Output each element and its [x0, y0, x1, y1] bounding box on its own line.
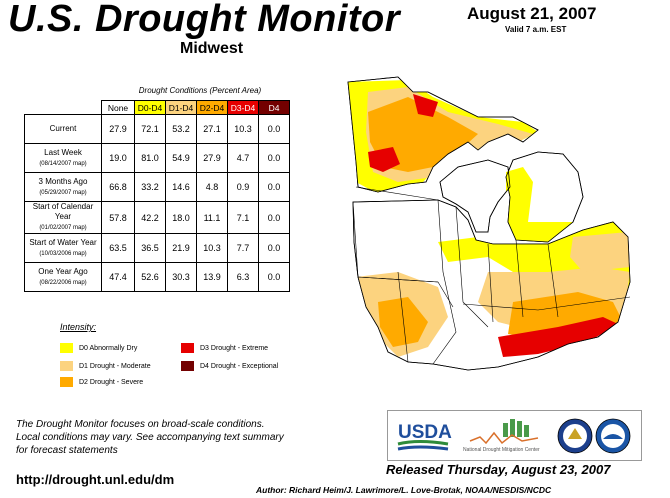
legend-item-d4: D4 Drought - Exceptional	[181, 361, 278, 371]
table-cell: 52.6	[134, 262, 166, 292]
d3-area-wisconsin	[368, 147, 400, 172]
table-cell: 10.3	[227, 114, 259, 144]
table-row: 3 Months Ago (05/29/2007 map) 66.8 33.2 1…	[24, 172, 290, 202]
table-cell: 36.5	[134, 233, 166, 263]
table-cell: 57.8	[101, 201, 135, 234]
legend-title: Intensity:	[60, 322, 97, 332]
col-header-none: None	[101, 100, 135, 115]
col-header-d0-d4: D0-D4	[134, 100, 166, 115]
table-cell: 63.5	[101, 233, 135, 263]
svg-text:USDA: USDA	[398, 422, 452, 443]
table-cell: 0.0	[258, 114, 290, 144]
table-cell: 54.9	[165, 143, 197, 173]
table-cell: 0.9	[227, 172, 259, 202]
table-header-row: None D0-D4 D1-D4 D2-D4 D3-D4 D4	[25, 100, 290, 115]
table-caption: Drought Conditions (Percent Area)	[138, 86, 262, 95]
table-cell: 0.0	[258, 143, 290, 173]
legend-swatch	[60, 343, 73, 353]
row-label: 3 Months Ago (05/29/2007 map)	[24, 172, 102, 202]
legend-item-d3: D3 Drought - Extreme	[181, 343, 268, 353]
row-label: Start of Calendar Year (01/02/2007 map)	[24, 201, 102, 234]
row-label: One Year Ago (08/22/2006 map)	[24, 262, 102, 292]
legend-swatch	[181, 343, 194, 353]
usda-logo: USDA	[397, 422, 452, 451]
author-credit: Author: Richard Heim/J. Lawrimore/L. Lov…	[256, 485, 552, 495]
table-row: Start of Calendar Year (01/02/2007 map) 5…	[24, 201, 290, 234]
legend-item-d1: D1 Drought - Moderate	[60, 361, 151, 371]
valid-time: Valid 7 a.m. EST	[505, 25, 567, 34]
legend-swatch	[60, 361, 73, 371]
table-cell: 13.9	[196, 262, 228, 292]
table-row: Current 27.9 72.1 53.2 27.1 10.3 0.0	[24, 114, 290, 144]
legend-item-d0: D0 Abnormally Dry	[60, 343, 137, 353]
state-boundaries	[352, 186, 631, 365]
d3-area-tennessee	[498, 317, 618, 357]
page-title: U.S. Drought Monitor	[8, 0, 401, 40]
row-label: Start of Water Year (10/03/2006 map)	[24, 233, 102, 263]
table-cell: 81.0	[134, 143, 166, 173]
table-cell: 19.0	[101, 143, 135, 173]
table-cell: 27.1	[196, 114, 228, 144]
footnote: The Drought Monitor focuses on broad-sca…	[16, 419, 284, 456]
table-row: Start of Water Year (10/03/2006 map) 63.5…	[24, 233, 290, 263]
table-cell: 0.0	[258, 233, 290, 263]
d2-area-southwest	[378, 297, 428, 347]
d3-area-upper	[413, 94, 438, 117]
table-cell: 6.3	[227, 262, 259, 292]
table-cell: 4.7	[227, 143, 259, 173]
table-row: Last Week (08/14/2007 map) 19.0 81.0 54.9…	[24, 143, 290, 173]
svg-text:National Drought Mitigation Ce: National Drought Mitigation Center	[463, 447, 540, 453]
commerce-seal-icon	[557, 418, 593, 454]
table-cell: 10.3	[196, 233, 228, 263]
col-header-d1-d4: D1-D4	[165, 100, 197, 115]
col-header-d4: D4	[258, 100, 290, 115]
table-cell: 11.1	[196, 201, 228, 234]
ndmc-logo: National Drought Mitigation Center	[463, 419, 540, 453]
table-cell: 27.9	[196, 143, 228, 173]
table-cell: 21.9	[165, 233, 197, 263]
table-cell: 14.6	[165, 172, 197, 202]
table-cell: 4.8	[196, 172, 228, 202]
map-date: August 21, 2007	[467, 4, 597, 23]
land-outline	[347, 76, 631, 371]
table-cell: 66.8	[101, 172, 135, 202]
d0-area-michigan-west	[506, 167, 533, 237]
table-cell: 7.7	[227, 233, 259, 263]
legend-swatch	[181, 361, 194, 371]
row-label: Current	[24, 114, 102, 144]
table-cell: 0.0	[258, 201, 290, 234]
table-row: One Year Ago (08/22/2006 map) 47.4 52.6 3…	[24, 262, 290, 292]
logo-panel: USDA National Drought Mitigation Center	[387, 410, 642, 461]
table-cell: 72.1	[134, 114, 166, 144]
table-cell: 0.0	[258, 172, 290, 202]
table-cell: 0.0	[258, 262, 290, 292]
col-header-d3-d4: D3-D4	[227, 100, 259, 115]
noaa-logo-icon	[595, 418, 631, 454]
table-corner	[25, 101, 102, 115]
region-label: Midwest	[180, 40, 244, 57]
table-cell: 53.2	[165, 114, 197, 144]
table-cell: 7.1	[227, 201, 259, 234]
website-link[interactable]: http://drought.unl.edu/dm	[16, 472, 175, 487]
table-cell: 18.0	[165, 201, 197, 234]
table-cell: 33.2	[134, 172, 166, 202]
table-cell: 42.2	[134, 201, 166, 234]
col-header-d2-d4: D2-D4	[196, 100, 228, 115]
table-cell: 47.4	[101, 262, 135, 292]
table-cell: 30.3	[165, 262, 197, 292]
drought-map	[347, 76, 631, 371]
d1-area-ohio	[570, 232, 630, 272]
legend-item-d2: D2 Drought - Severe	[60, 377, 143, 387]
table-cell: 27.9	[101, 114, 135, 144]
drought-stats-table: None D0-D4 D1-D4 D2-D4 D3-D4 D4 Current …	[24, 100, 290, 292]
row-label: Last Week (08/14/2007 map)	[24, 143, 102, 173]
release-date: Released Thursday, August 23, 2007	[386, 462, 611, 477]
legend-swatch	[60, 377, 73, 387]
